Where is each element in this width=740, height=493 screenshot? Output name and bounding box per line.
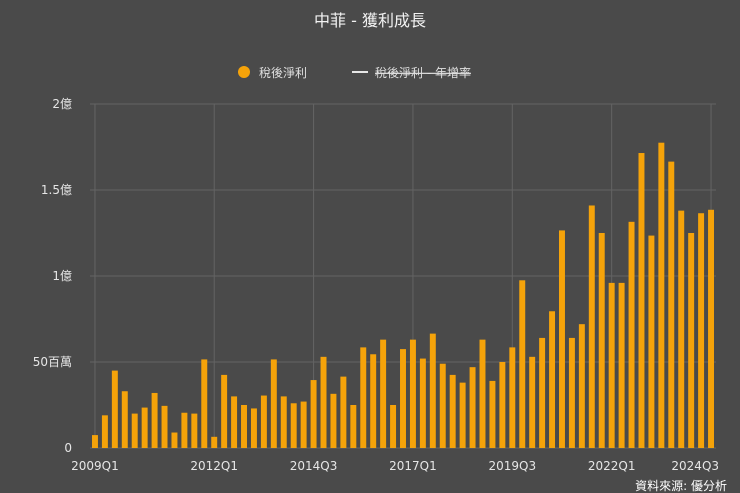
x-tick-label: 2014Q3 [290, 459, 338, 473]
bar-2020Q3[interactable] [549, 311, 556, 448]
bar-2019Q4[interactable] [519, 280, 526, 448]
bar-2018Q1[interactable] [449, 374, 456, 448]
bar-2016Q1[interactable] [370, 354, 377, 448]
x-tick-label: 2009Q1 [71, 459, 119, 473]
bar-2014Q2[interactable] [300, 401, 307, 448]
y-tick-label: 1.5億 [41, 183, 72, 197]
bar-2012Q2[interactable] [221, 374, 228, 448]
y-tick-label: 2億 [52, 97, 72, 111]
x-tick-label: 2017Q1 [389, 459, 437, 473]
bar-2013Q4[interactable] [280, 396, 287, 448]
bar-2014Q4[interactable] [320, 356, 327, 448]
bar-2023Q2[interactable] [658, 142, 665, 448]
y-tick-label: 0 [64, 441, 72, 455]
bar-2019Q1[interactable] [489, 380, 496, 448]
bar-2024Q3[interactable] [708, 209, 715, 448]
bar-2009Q4[interactable] [121, 391, 128, 448]
bar-2018Q3[interactable] [469, 367, 476, 448]
bar-2023Q1[interactable] [648, 235, 655, 448]
legend: 稅後淨利 稅後淨利 - 年增率 [238, 65, 471, 80]
bar-2011Q3[interactable] [191, 413, 198, 448]
bar-2024Q2[interactable] [698, 213, 705, 448]
bar-2022Q1[interactable] [608, 282, 615, 448]
bar-2017Q4[interactable] [439, 363, 446, 448]
legend-label-yoy-growth: 稅後淨利 - 年增率 [375, 65, 471, 80]
y-tick-label: 50百萬 [33, 355, 72, 369]
bar-2014Q3[interactable] [310, 380, 317, 448]
bar-2024Q1[interactable] [688, 233, 695, 448]
bar-2021Q4[interactable] [598, 233, 605, 448]
x-axis-ticks: 2009Q1 2012Q1 2014Q3 2017Q1 2019Q3 2022Q1 2024… [71, 459, 719, 473]
bar-2023Q3[interactable] [668, 161, 675, 448]
bar-2016Q4[interactable] [400, 349, 406, 448]
bar-2021Q2[interactable] [578, 324, 585, 448]
bar-2013Q2[interactable] [260, 395, 267, 448]
bar-2015Q4[interactable] [360, 347, 367, 448]
bar-2012Q3[interactable] [231, 396, 238, 448]
bar-2021Q1[interactable] [568, 337, 575, 448]
bar-2010Q1[interactable] [131, 413, 138, 448]
bar-2017Q1[interactable] [409, 339, 416, 448]
bar-2018Q4[interactable] [479, 339, 486, 448]
source-note: 資料來源: 優分析 [635, 479, 727, 493]
bar-2015Q1[interactable] [330, 393, 337, 448]
bar-2022Q4[interactable] [638, 153, 645, 448]
bars [91, 142, 715, 448]
legend-item-yoy-growth[interactable]: 稅後淨利 - 年增率 [352, 65, 471, 80]
bar-2023Q4[interactable] [678, 210, 685, 448]
x-tick-label: 2019Q3 [488, 459, 536, 473]
bar-2022Q3[interactable] [628, 221, 635, 448]
bar-2013Q1[interactable] [250, 408, 257, 448]
bar-2009Q3[interactable] [111, 370, 118, 448]
bar-2010Q3[interactable] [151, 392, 158, 448]
bar-2015Q2[interactable] [340, 376, 347, 448]
bar-2017Q3[interactable] [429, 333, 436, 448]
bar-2013Q3[interactable] [270, 359, 277, 448]
bar-2020Q4[interactable] [559, 230, 565, 448]
bar-2016Q2[interactable] [380, 339, 387, 448]
bar-2011Q4[interactable] [201, 359, 208, 448]
bar-2020Q2[interactable] [539, 337, 546, 448]
x-tick-label: 2012Q1 [190, 459, 238, 473]
chart-title: 中菲 - 獲利成長 [314, 11, 426, 30]
bar-2020Q1[interactable] [529, 356, 536, 448]
legend-label-net-income: 稅後淨利 [259, 66, 307, 80]
bar-2015Q3[interactable] [350, 405, 357, 448]
legend-item-net-income[interactable]: 稅後淨利 [238, 66, 307, 80]
bar-2011Q1[interactable] [171, 432, 178, 448]
bar-2009Q2[interactable] [101, 415, 108, 448]
bar-2021Q3[interactable] [588, 205, 595, 448]
bar-2011Q2[interactable] [181, 412, 188, 448]
legend-marker-net-income [238, 66, 250, 78]
bar-2016Q3[interactable] [390, 405, 397, 448]
bar-2009Q1[interactable] [91, 435, 98, 448]
bar-2017Q2[interactable] [419, 358, 426, 448]
bar-2019Q3[interactable] [509, 347, 516, 448]
bar-2010Q4[interactable] [161, 405, 168, 448]
bar-2012Q1[interactable] [211, 436, 218, 448]
bar-2012Q4[interactable] [241, 405, 247, 448]
x-tick-label: 2022Q1 [588, 459, 636, 473]
bar-2010Q2[interactable] [141, 407, 148, 448]
bar-2022Q2[interactable] [618, 282, 625, 448]
y-axis-ticks: 0 50百萬 1億 1.5億 2億 [33, 97, 72, 455]
bar-2019Q2[interactable] [499, 362, 506, 448]
x-tick-label: 2024Q3 [671, 459, 719, 473]
bar-2014Q1[interactable] [290, 403, 297, 448]
y-tick-label: 1億 [52, 269, 72, 283]
bar-2018Q2[interactable] [459, 382, 466, 448]
